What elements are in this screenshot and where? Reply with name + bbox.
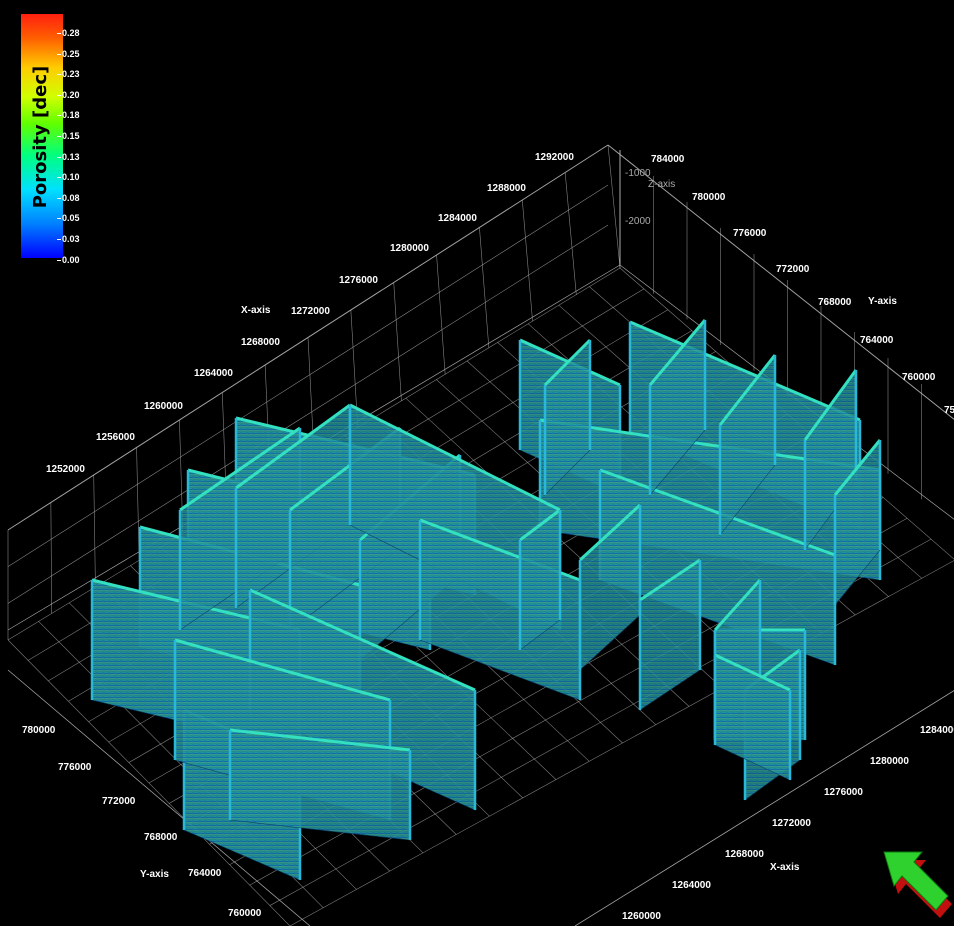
axis-tick-label: X-axis <box>770 862 800 873</box>
axis-tick-label: 776000 <box>58 762 92 773</box>
fence-panel <box>803 369 858 551</box>
legend-title: Porosity [dec] <box>30 65 51 209</box>
fence-panel <box>833 439 882 606</box>
legend-tick: 0.10 <box>57 172 80 183</box>
axis-tick-label: 768000 <box>144 832 178 843</box>
axis-tick-label: 1276000 <box>824 787 863 798</box>
axis-tick-label: 1272000 <box>772 818 811 829</box>
axis-tick-label: 1280000 <box>870 756 909 767</box>
axis-tick-label: 776000 <box>733 228 767 239</box>
fence-panel <box>638 558 702 711</box>
axis-tick-label: 1272000 <box>291 306 330 317</box>
north-arrow-icon[interactable] <box>878 838 954 926</box>
axis-tick-label: -1000 <box>625 168 651 179</box>
legend-tick: 0.18 <box>57 110 80 121</box>
porosity-color-legend: Porosity [dec] 0.28 0.25 0.23 0.20 0.18 0.15 0… <box>18 12 88 265</box>
axis-tick-label: 1280000 <box>390 243 429 254</box>
legend-tick: 0.23 <box>57 69 80 80</box>
axis-tick-label: 1288000 <box>487 183 526 194</box>
axis-tick-label: 780000 <box>22 725 56 736</box>
legend-tick: 0.00 <box>57 254 80 265</box>
fence-panels <box>90 319 882 881</box>
legend-tick: 0.13 <box>57 151 80 162</box>
axis-tick-label: 75 <box>944 405 954 416</box>
axis-tick-label: 1252000 <box>46 464 85 475</box>
axis-tick-label: 768000 <box>818 297 852 308</box>
axis-tick-label: 764000 <box>188 868 222 879</box>
axis-tick-label: 772000 <box>776 264 810 275</box>
axis-tick-label: 772000 <box>102 796 136 807</box>
legend-tick: 0.28 <box>57 28 80 38</box>
axis-tick-label: 1260000 <box>622 911 661 922</box>
legend-tick: 0.25 <box>57 48 80 59</box>
axis-tick-label: 764000 <box>860 335 894 346</box>
axis-tick-label: 760000 <box>902 372 936 383</box>
axis-tick-label: 784000 <box>651 154 685 165</box>
legend-tick: 0.20 <box>57 89 80 100</box>
axis-tick-label: Y-axis <box>140 869 169 880</box>
legend-tick: 0.05 <box>57 213 80 224</box>
axis-tick-label: 780000 <box>692 192 726 203</box>
axis-tick-label: 1268000 <box>725 849 764 860</box>
fence-panel <box>228 728 412 841</box>
color-scale-bar <box>21 14 63 258</box>
axis-tick-label: 760000 <box>228 908 262 919</box>
fence-panel <box>713 653 792 781</box>
fence-panel <box>648 319 707 496</box>
axis-labels: 1292000 1288000 1284000 1280000 1276000 12720… <box>22 152 954 922</box>
axis-tick-label: X-axis <box>241 305 271 316</box>
fence-panel <box>718 354 777 536</box>
fence-panel <box>543 338 592 496</box>
axis-tick-label: 1292000 <box>535 152 574 163</box>
axis-tick-label: Y-axis <box>868 296 897 307</box>
axis-tick-label: 1284000 <box>920 725 954 736</box>
axis-tick-label: -2000 <box>625 216 651 227</box>
axis-tick-label: Z-axis <box>648 179 675 190</box>
axis-tick-label: 1256000 <box>96 432 135 443</box>
axis-tick-label: 1284000 <box>438 213 477 224</box>
fence-panel <box>518 508 562 651</box>
legend-tick: 0.15 <box>57 131 80 141</box>
axis-tick-label: 1264000 <box>672 880 711 891</box>
fence-panel <box>578 503 642 671</box>
axis-tick-label: 1276000 <box>339 275 378 286</box>
axis-tick-label: 1268000 <box>241 337 280 348</box>
axis-tick-label: 1260000 <box>144 401 183 412</box>
legend-tick: 0.03 <box>57 234 80 244</box>
legend-tick: 0.08 <box>57 192 80 203</box>
axis-tick-label: 1264000 <box>194 368 233 379</box>
